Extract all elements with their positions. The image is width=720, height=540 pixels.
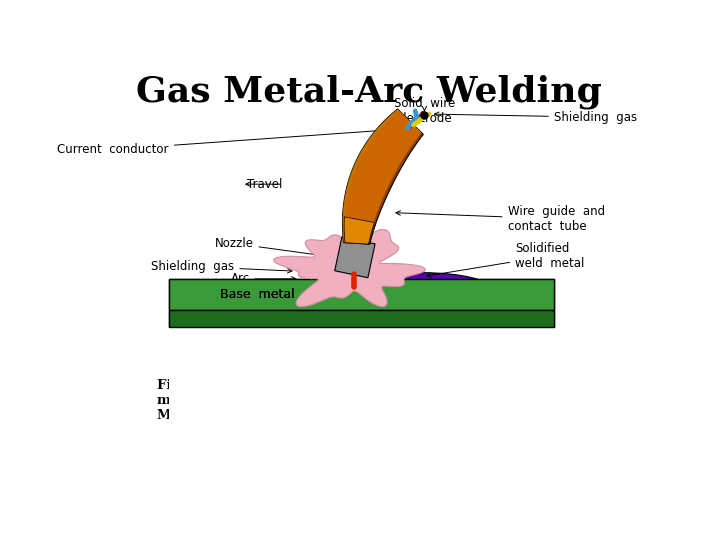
Polygon shape [335, 237, 375, 278]
Polygon shape [343, 109, 423, 244]
Polygon shape [274, 230, 426, 307]
Polygon shape [344, 217, 374, 244]
Polygon shape [345, 111, 421, 244]
Ellipse shape [354, 273, 492, 307]
Bar [168, 309, 554, 481]
Text: Solidified
weld  metal: Solidified weld metal [427, 242, 585, 278]
Text: Solid  wire
electrode: Solid wire electrode [394, 97, 455, 125]
Text: Gas Metal-Arc Welding: Gas Metal-Arc Welding [136, 74, 602, 109]
Text: Wire  guide  and
contact  tube: Wire guide and contact tube [396, 205, 605, 233]
Bar [168, 279, 554, 309]
Text: Shielding  gas: Shielding gas [151, 260, 292, 273]
Text: Travel: Travel [248, 178, 283, 191]
Text: Nozzle: Nozzle [215, 237, 331, 258]
Text: Base  metal: Base metal [220, 288, 294, 301]
Text: Shielding  gas: Shielding gas [434, 111, 637, 124]
Bar [168, 279, 554, 309]
Text: Base  metal: Base metal [220, 288, 294, 301]
Text: Arc: Arc [230, 272, 296, 285]
Bar [168, 309, 554, 327]
Text: Current  conductor: Current conductor [58, 127, 402, 156]
Bar [168, 309, 554, 327]
Polygon shape [311, 271, 388, 282]
Text: Figure 27.8  Schematic illustration of the gas
metal-arc welding process, former: Figure 27.8 Schematic illustration of th… [157, 379, 498, 422]
Text: Molten  weld
metal: Molten weld metal [328, 316, 402, 362]
Polygon shape [343, 109, 404, 243]
